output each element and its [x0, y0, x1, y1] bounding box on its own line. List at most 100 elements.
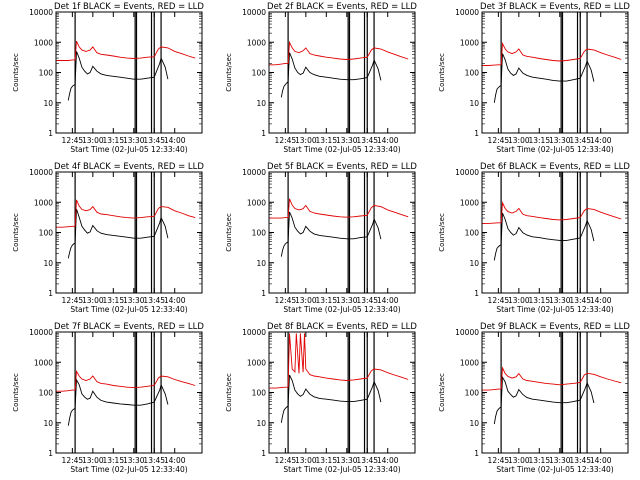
y-tick-label: 10 — [43, 99, 53, 108]
y-tick-label: 10000 — [29, 8, 53, 17]
y-axis-label: Counts/sec — [12, 53, 20, 92]
x-tick-label: 12:45 — [275, 136, 297, 145]
y-tick-label: 10 — [256, 99, 266, 108]
y-tick-label: 100 — [465, 229, 480, 238]
x-tick-label: 13:00 — [82, 296, 104, 305]
x-axis-label: Start Time (02-Jul-05 12:33:40) — [283, 465, 400, 474]
series-events-line — [280, 374, 382, 423]
y-tick-label: 100 — [39, 389, 54, 398]
x-tick-label: 13:45 — [356, 136, 378, 145]
y-tick-label: 1000 — [460, 198, 479, 207]
x-tick-label: 14:00 — [377, 136, 399, 145]
detector-chart-6: Det 6f BLACK = Events, RED = LLD 1 10 100 10… — [438, 162, 630, 314]
y-tick-label: 1000 — [460, 358, 479, 367]
x-tick-label: 12:45 — [488, 456, 510, 465]
y-tick-label: 1 — [48, 289, 53, 298]
plot-frame — [481, 171, 629, 294]
y-tick-label: 10 — [469, 259, 479, 268]
y-tick-label: 1000 — [460, 38, 479, 47]
x-tick-label: 14:00 — [590, 456, 612, 465]
plot-frame — [55, 11, 203, 134]
x-tick-label: 13:30 — [123, 456, 145, 465]
y-tick-label: 10000 — [29, 328, 53, 337]
x-tick-label: 13:45 — [143, 456, 165, 465]
y-tick-label: 10 — [43, 419, 53, 428]
x-tick-label: 12:45 — [488, 136, 510, 145]
series-events-line — [493, 53, 595, 103]
series-events-line — [493, 212, 595, 261]
plot-frame — [55, 171, 203, 294]
x-tick-label: 13:15 — [315, 456, 337, 465]
detector-chart-9: Det 9f BLACK = Events, RED = LLD 1 10 100 10… — [438, 322, 630, 474]
x-tick-label: 12:45 — [62, 136, 84, 145]
x-axis-label: Start Time (02-Jul-05 12:33:40) — [496, 465, 613, 474]
y-tick-label: 1 — [261, 129, 266, 138]
x-tick-label: 14:00 — [377, 456, 399, 465]
x-tick-label: 14:00 — [164, 296, 186, 305]
y-tick-label: 10000 — [242, 168, 266, 177]
y-tick-label: 1 — [474, 289, 479, 298]
x-tick-label: 13:00 — [295, 296, 317, 305]
series-events-line — [67, 378, 169, 426]
x-tick-label: 13:30 — [336, 136, 358, 145]
x-tick-label: 13:00 — [508, 296, 530, 305]
y-axis-label: Counts/sec — [225, 53, 233, 92]
series-events-line — [493, 375, 595, 425]
x-tick-label: 13:30 — [549, 136, 571, 145]
plot-frame — [481, 331, 629, 454]
x-axis-label: Start Time (02-Jul-05 12:33:40) — [496, 305, 613, 314]
y-tick-label: 100 — [252, 229, 267, 238]
y-tick-label: 10 — [256, 259, 266, 268]
series-lld-line — [482, 41, 622, 66]
chart-title: Det 4f BLACK = Events, RED = LLD — [54, 162, 204, 172]
x-axis-label: Start Time (02-Jul-05 12:33:40) — [70, 145, 187, 154]
y-tick-label: 1 — [48, 449, 53, 458]
y-axis-label: Counts/sec — [225, 213, 233, 252]
series-lld-line — [269, 40, 409, 66]
detector-chart-4: Det 4f BLACK = Events, RED = LLD 1 10 100 10… — [12, 162, 204, 314]
y-tick-label: 1 — [261, 449, 266, 458]
x-tick-label: 13:15 — [528, 136, 550, 145]
y-tick-label: 10000 — [455, 168, 479, 177]
x-tick-label: 12:45 — [275, 456, 297, 465]
x-tick-label: 13:30 — [549, 296, 571, 305]
y-tick-label: 1000 — [247, 358, 266, 367]
x-tick-label: 14:00 — [590, 136, 612, 145]
series-lld-line — [482, 201, 622, 224]
y-axis-label: Counts/sec — [438, 213, 446, 252]
y-tick-label: 1000 — [34, 358, 53, 367]
x-tick-label: 13:30 — [336, 296, 358, 305]
x-tick-label: 13:00 — [295, 456, 317, 465]
x-axis-label: Start Time (02-Jul-05 12:33:40) — [70, 465, 187, 474]
detector-chart-3: Det 3f BLACK = Events, RED = LLD 1 10 100 10… — [438, 2, 630, 154]
x-tick-label: 13:30 — [123, 136, 145, 145]
y-tick-label: 1000 — [247, 198, 266, 207]
y-tick-label: 10 — [43, 259, 53, 268]
detector-chart-5: Det 5f BLACK = Events, RED = LLD 1 10 100 10… — [225, 162, 417, 314]
plot-frame — [481, 11, 629, 134]
x-tick-label: 13:30 — [549, 456, 571, 465]
x-tick-label: 12:45 — [488, 296, 510, 305]
series-lld-line — [269, 198, 409, 219]
y-axis-label: Counts/sec — [12, 373, 20, 412]
x-tick-label: 12:45 — [62, 456, 84, 465]
y-axis-label: Counts/sec — [438, 373, 446, 412]
y-tick-label: 10 — [469, 99, 479, 108]
y-axis-label: Counts/sec — [438, 53, 446, 92]
x-tick-label: 14:00 — [377, 296, 399, 305]
y-tick-label: 100 — [465, 69, 480, 78]
detector-chart-8: Det 8f BLACK = Events, RED = LLD 1 10 100 10… — [225, 322, 417, 474]
chart-title: Det 6f BLACK = Events, RED = LLD — [480, 162, 630, 172]
x-tick-label: 13:30 — [336, 456, 358, 465]
chart-title: Det 1f BLACK = Events, RED = LLD — [54, 2, 204, 12]
detector-chart-2: Det 2f BLACK = Events, RED = LLD 1 10 100 10… — [225, 2, 417, 154]
x-tick-label: 13:45 — [356, 456, 378, 465]
y-axis-label: Counts/sec — [12, 213, 20, 252]
chart-title: Det 5f BLACK = Events, RED = LLD — [267, 162, 417, 172]
x-tick-label: 13:00 — [295, 136, 317, 145]
y-tick-label: 100 — [465, 389, 480, 398]
chart-title: Det 8f BLACK = Events, RED = LLD — [267, 322, 417, 332]
series-lld-line — [56, 199, 196, 228]
chart-title: Det 3f BLACK = Events, RED = LLD — [480, 2, 630, 12]
